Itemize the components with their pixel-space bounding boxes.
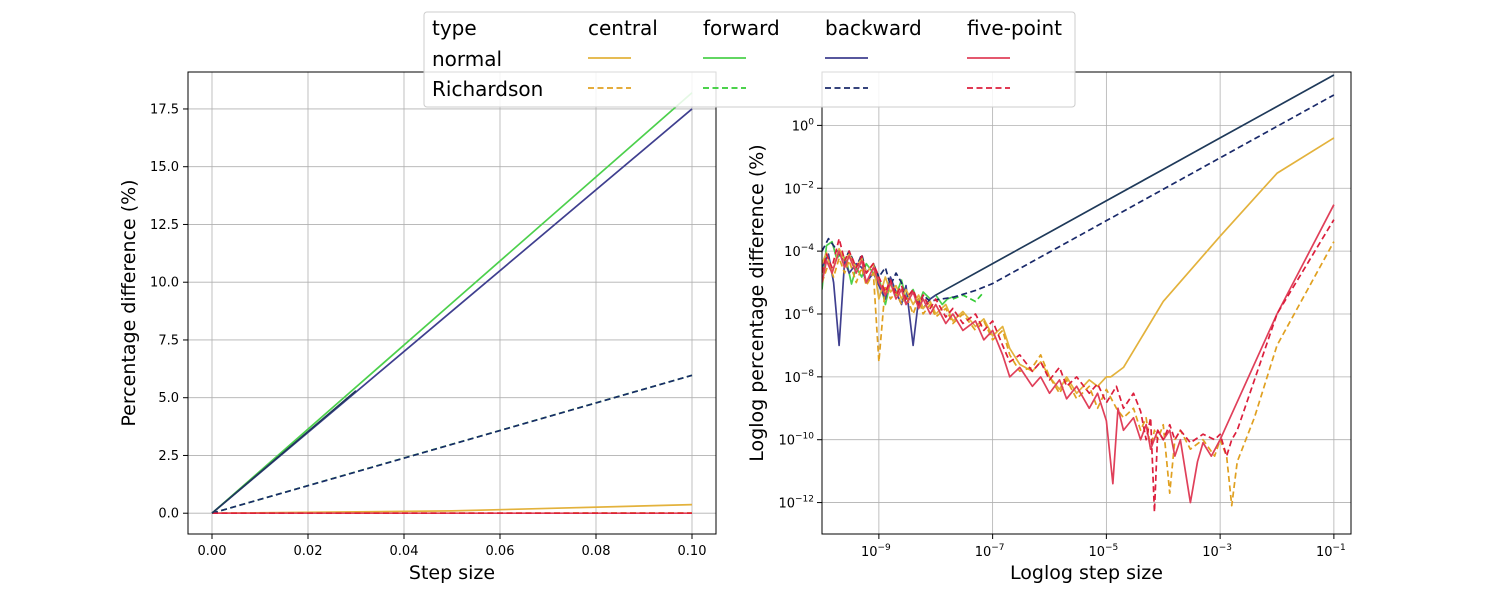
series-line-backward-richardson (211, 374, 693, 515)
y-tick-label: 10−2 (784, 180, 814, 197)
series-line-central-normal (822, 137, 1335, 395)
y-tick-label: 17.5 (150, 102, 179, 117)
tick-exponent: −3 (1219, 543, 1232, 553)
series-line-backward-normal-asymptote (935, 74, 1335, 296)
tick-base: 10 (792, 119, 809, 134)
y-tick-label: 100 (792, 117, 815, 134)
tick-base: 10 (975, 545, 992, 560)
x-tick-label: 0.04 (390, 544, 419, 559)
chart-loglog: 10−9 10−7 10−5 10−3 10−110−1210−1010−810−610… (746, 71, 1352, 584)
y-tick-label: 0.0 (158, 507, 179, 522)
y-tick-label: 10−10 (778, 432, 814, 449)
x-tick-label: 0.06 (486, 544, 515, 559)
tick-base: 10 (784, 371, 801, 386)
legend-column-backward: backward (825, 16, 922, 40)
series-group (822, 74, 1335, 513)
y-tick-label: 5.0 (158, 391, 179, 406)
x-tick-label: 0.00 (198, 544, 227, 559)
y-axis-label: Percentage difference (%) (118, 179, 140, 426)
series-line-backward-normal (822, 253, 937, 347)
y-tick-label: 10.0 (150, 276, 179, 291)
x-tick-label: 10−7 (975, 543, 1005, 560)
chart-linear: 0.00 0.02 0.04 0.06 0.08 0.10 0.0 2.5 5.0 7.5 10.0… (118, 71, 717, 584)
legend-column-five-point: five-point (967, 16, 1062, 40)
tick-exponent: −4 (801, 243, 815, 253)
tick-base: 10 (778, 434, 795, 449)
tick-base: 10 (784, 308, 801, 323)
tick-base: 10 (784, 182, 801, 197)
series-line-forward-richardson (952, 291, 985, 303)
x-axis-label: Loglog step size (1010, 562, 1163, 584)
tick-base: 10 (1202, 545, 1219, 560)
x-tick-label: 10−3 (1202, 543, 1232, 560)
series-line-five-point-normal (822, 204, 1335, 504)
y-tick-label: 10−12 (778, 495, 814, 512)
y-tick-label: 7.5 (158, 333, 179, 348)
legend-column-forward: forward (703, 16, 780, 40)
x-tick-label: 0.10 (678, 544, 707, 559)
tick-base: 10 (1088, 545, 1105, 560)
tick-exponent: −7 (991, 543, 1004, 553)
x-tick-label: 10−1 (1316, 543, 1346, 560)
y-tick-label: 10−6 (784, 306, 814, 323)
tick-exponent: 0 (808, 117, 814, 127)
legend-row-label: Richardson (432, 77, 543, 101)
tick-exponent: −1 (1333, 543, 1346, 553)
y-tick-label: 10−4 (784, 243, 814, 260)
tick-exponent: −12 (795, 495, 814, 505)
tick-exponent: −6 (801, 306, 815, 316)
series-line-backward-richardson (822, 94, 1335, 310)
series-line-five-point-richardson (822, 219, 1335, 513)
legend-row-label: normal (432, 47, 502, 71)
y-tick-label: 10−8 (784, 369, 814, 386)
series-group (211, 92, 693, 515)
tick-exponent: −2 (801, 180, 814, 190)
y-tick-label: 15.0 (150, 160, 179, 175)
tick-base: 10 (861, 545, 878, 560)
y-axis-label: Loglog percentage difference (%) (746, 144, 768, 461)
x-tick-label: 10−9 (861, 543, 891, 560)
x-tick-label: 10−5 (1088, 543, 1118, 560)
tick-base: 10 (778, 497, 795, 512)
legend-column-central: central (588, 16, 658, 40)
tick-base: 10 (784, 245, 801, 260)
x-tick-label: 0.08 (582, 544, 611, 559)
legend: type central forward backward five-point norm… (423, 11, 1076, 108)
legend-frame (423, 11, 1076, 108)
tick-exponent: −10 (795, 432, 814, 442)
tick-exponent: −5 (1105, 543, 1118, 553)
tick-exponent: −9 (878, 543, 892, 553)
legend-header: type (432, 16, 477, 40)
series-line-forward-normal (211, 92, 693, 514)
tick-exponent: −8 (801, 369, 815, 379)
x-axis-label: Step size (409, 562, 495, 584)
tick-base: 10 (1316, 545, 1333, 560)
y-tick-label: 2.5 (158, 449, 179, 464)
y-tick-label: 12.5 (150, 218, 179, 233)
plot-frame (821, 71, 1352, 535)
series-line-overlap (211, 390, 357, 514)
x-tick-label: 0.02 (294, 544, 323, 559)
series-line-central-normal (211, 503, 693, 515)
